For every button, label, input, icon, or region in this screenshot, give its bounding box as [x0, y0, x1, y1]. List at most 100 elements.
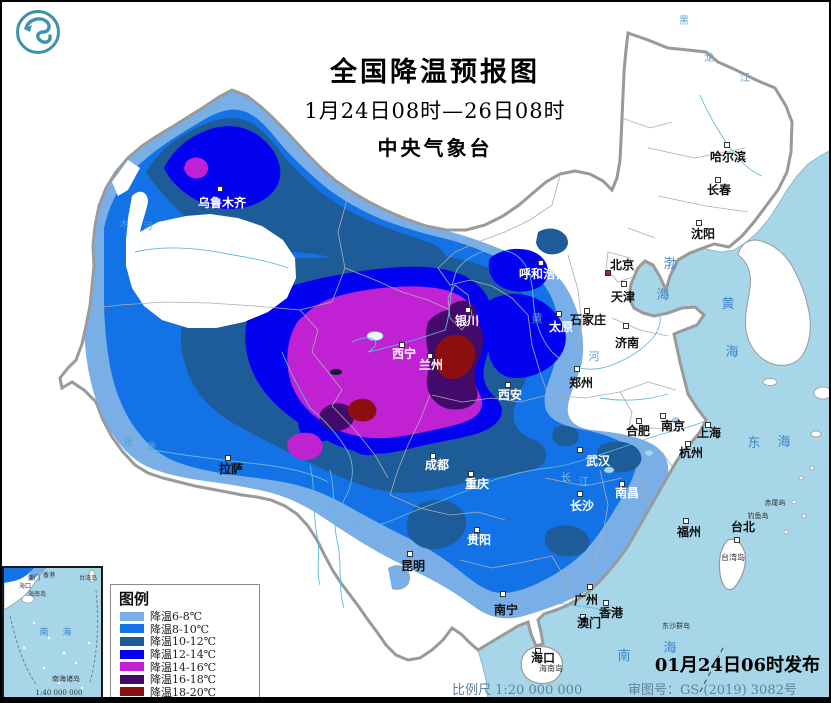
city-label: 太原 — [549, 319, 573, 334]
legend-row: 降温18-20℃ — [111, 686, 259, 699]
inset-hainan — [21, 594, 35, 604]
city-label: 杭州 — [679, 445, 703, 460]
city-marker — [580, 614, 586, 620]
legend-label: 降温10-12℃ — [150, 635, 217, 649]
inset-label: 海口 — [19, 582, 31, 590]
city-marker — [225, 455, 231, 461]
city-label: 成都 — [425, 457, 449, 472]
city-label: 福州 — [676, 524, 701, 539]
cma-logo — [13, 7, 63, 57]
city-marker — [556, 311, 562, 317]
legend-label: 降温16-18℃ — [150, 673, 217, 687]
city-label: 南昌 — [615, 485, 639, 500]
title-block: 全国降温预报图 1月24日08时—26日08时 中央气象台 — [240, 50, 630, 161]
city-marker — [399, 342, 405, 348]
map-label: 海 — [656, 288, 669, 303]
city-marker — [505, 382, 511, 388]
map-label: 黄 — [721, 297, 734, 312]
map-label: 江 — [579, 476, 589, 488]
legend-row: 降温8-10℃ — [111, 623, 259, 636]
city-marker — [683, 518, 689, 524]
rivers — [134, 94, 763, 611]
dragon-swirl-icon — [24, 17, 52, 44]
legend-swatch — [120, 649, 144, 659]
city-label: 拉萨 — [219, 461, 243, 476]
hainan-island — [520, 645, 564, 685]
city-label: 济南 — [615, 335, 639, 350]
legend-title: 图例 — [119, 590, 150, 608]
approval-number: 审图号：GS (2019) 3082号 — [628, 683, 797, 698]
capital-marker — [605, 270, 611, 276]
tarim-basin-white — [112, 160, 296, 328]
city-marker — [715, 177, 721, 183]
map-legend: 图例 降温6-8℃ 降温8-10℃ 降温10-12℃ 降温12-14℃ 降温14-16℃… — [110, 584, 260, 700]
city-marker — [621, 281, 627, 287]
city-label: 海口 — [531, 650, 555, 665]
map-label: 龙 — [704, 51, 714, 64]
dark-lake — [330, 369, 342, 375]
city-marker — [407, 551, 413, 557]
legend-row: 降温6-8℃ — [111, 610, 259, 623]
city-marker — [584, 308, 590, 314]
map-label: 东沙群岛 — [662, 621, 690, 630]
frame-left — [0, 0, 2, 703]
map-label: 长 — [561, 472, 571, 484]
city-marker — [577, 447, 583, 453]
map-label: 东 — [747, 436, 760, 451]
inset-temp-region — [4, 568, 34, 583]
temp-region-14-16 — [184, 157, 483, 461]
forecast-period: 1月24日08时—26日08时 — [304, 99, 566, 123]
legend-label: 降温14-16℃ — [150, 660, 217, 674]
korea-landmass — [737, 239, 811, 366]
legend-swatch — [120, 674, 144, 684]
city-marker — [587, 584, 593, 590]
inset-label: 1:40 000 000 — [36, 689, 83, 697]
city-label: 郑州 — [569, 375, 593, 390]
city-label: 石家庄 — [569, 312, 606, 327]
city-marker — [619, 481, 625, 487]
city-marker — [660, 413, 666, 419]
frame-top — [0, 0, 831, 2]
map-label: 黄 — [532, 311, 543, 325]
city-label: 武汉 — [586, 453, 611, 468]
map-label: 南 — [617, 648, 630, 664]
city-marker — [705, 422, 711, 428]
map-scale: 比例尺 1:20 000 000 — [452, 683, 583, 698]
inset-dash-boundary — [9, 589, 98, 685]
map-title: 全国降温预报图 — [330, 57, 540, 88]
inset-label: 台湾岛 — [79, 574, 97, 582]
release-time: 01月24日06时发布 — [654, 655, 820, 676]
inset-label: 南 — [39, 626, 48, 638]
city-marker — [734, 537, 740, 543]
map-label: 台湾岛 — [721, 552, 745, 562]
map-label: 木 — [119, 218, 128, 230]
map-label: 赤尾屿 — [765, 498, 786, 507]
legend-label: 降温18-20℃ — [150, 685, 217, 699]
map-label: 江 — [740, 72, 750, 84]
legend-swatch — [120, 636, 144, 646]
city-label: 北京 — [610, 257, 634, 272]
map-label: 鲁 — [147, 440, 156, 452]
inset-taiwan — [88, 569, 96, 583]
city-label: 长春 — [707, 182, 732, 197]
city-marker — [685, 441, 691, 447]
city-label: 合肥 — [626, 423, 650, 438]
city-marker — [696, 220, 702, 226]
city-label: 南京 — [661, 418, 685, 433]
city-label: 贵阳 — [467, 532, 491, 547]
map-label: 黑 — [679, 15, 689, 27]
inset-label: 香港 — [43, 571, 55, 579]
legend-row: 降温10-12℃ — [111, 635, 259, 648]
city-label: 昆明 — [401, 559, 425, 573]
city-label: 天津 — [611, 289, 635, 304]
dragon-head-icon — [24, 25, 32, 32]
city-label: 银川 — [455, 313, 479, 328]
city-marker — [636, 418, 642, 424]
map-label: 钓鱼岛 — [748, 511, 769, 520]
city-label: 沈阳 — [691, 226, 715, 241]
city-marker — [500, 591, 506, 597]
map-label: 河 — [143, 220, 152, 232]
legend-row: 降温16-18℃ — [111, 673, 259, 686]
city-marker — [603, 600, 609, 606]
